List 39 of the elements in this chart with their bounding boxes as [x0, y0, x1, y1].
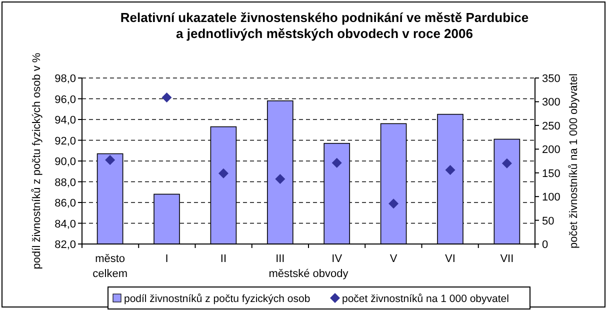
y-tick-label: 98,0 [54, 73, 76, 85]
y2-axis-title: počet živnostníků na 1 000 obyvatel [568, 74, 580, 248]
x-axis-title: městské obvody [268, 268, 349, 280]
point [105, 155, 116, 166]
x-tick-label: III [276, 253, 285, 265]
point [445, 165, 456, 176]
legend-label: podíl živnostníků z počtu fyzických osob [124, 293, 310, 305]
y2-tick-label: 50 [542, 215, 554, 228]
point [388, 198, 399, 209]
x-tick-label: IV [332, 253, 343, 265]
y-tick-label: 92,0 [54, 135, 76, 148]
point [502, 158, 512, 168]
y2-tick-label: 150 [542, 168, 560, 180]
y-tick-label: 86,0 [54, 198, 76, 210]
y-axis-title: podíl živnostníků z počtu fyzických osob v % [31, 52, 43, 270]
point [162, 92, 172, 102]
y-tick-label: 96,0 [54, 94, 76, 106]
y-tick-label: 84,0 [54, 218, 76, 230]
point [332, 158, 342, 168]
legend-label: počet živnostníků na 1 000 obyvatel [342, 293, 509, 305]
point [218, 168, 228, 178]
y-tick-label: 82,0 [54, 239, 76, 251]
y2-tick-label: 300 [542, 96, 560, 109]
chart-title: Relativní ukazatele živnostenského podnikání ve městě Pardubice a jednotlivých městských obvodech v roce 2006 [120, 10, 529, 41]
y-tick-label: 90,0 [54, 156, 76, 168]
y2-tick-label: 350 [542, 73, 560, 85]
y2-tick-label: 100 [542, 192, 560, 204]
point [275, 174, 286, 184]
y2-tick-label: 0 [542, 239, 548, 251]
x-tick-label: město celkem [92, 253, 128, 280]
x-tick-label: I [165, 253, 168, 265]
y2-tick-label: 200 [542, 144, 560, 156]
x-tick-label: V [390, 253, 398, 265]
x-tick-label: VI [445, 253, 456, 265]
x-tick-label: II [220, 253, 227, 265]
y-tick-label: 88,0 [54, 176, 76, 189]
x-tick-label: VII [500, 253, 514, 265]
y2-tick-label: 250 [542, 120, 560, 132]
y-tick-label: 94,0 [54, 114, 76, 126]
